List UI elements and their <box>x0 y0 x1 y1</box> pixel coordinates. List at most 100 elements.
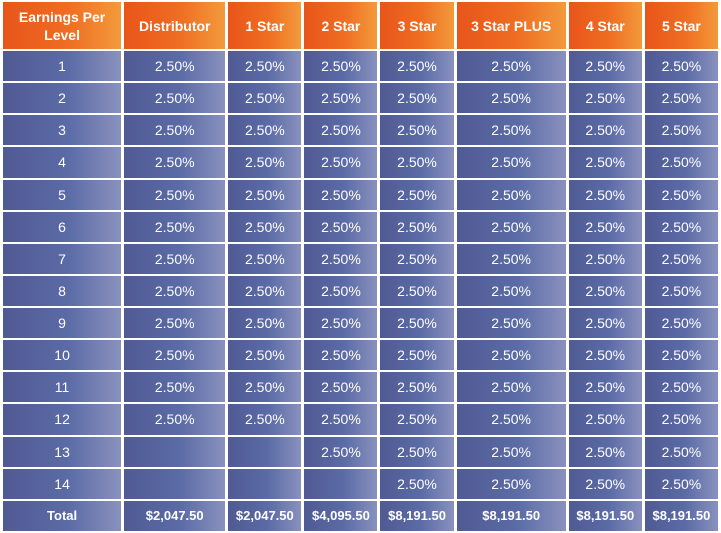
table-cell: 2.50% <box>304 83 378 114</box>
table-cell: 2.50% <box>568 51 642 82</box>
table-cell: 2.50% <box>304 211 378 242</box>
table-cell: 2.50% <box>380 179 454 210</box>
table-cell: 2.50% <box>228 404 302 435</box>
table-cell: 2.50% <box>456 83 566 114</box>
level-cell: 3 <box>3 115 122 146</box>
table-row: 11 2.50% 2.50% 2.50% 2.50% 2.50% 2.50% 2… <box>3 372 718 403</box>
table-row: 14 2.50% 2.50% 2.50% 2.50% <box>3 468 718 499</box>
header-1-star: 1 Star <box>228 2 302 49</box>
table-cell: 2.50% <box>568 372 642 403</box>
table-row: 3 2.50% 2.50% 2.50% 2.50% 2.50% 2.50% 2.… <box>3 115 718 146</box>
total-label: Total <box>3 500 122 531</box>
table-row: 4 2.50% 2.50% 2.50% 2.50% 2.50% 2.50% 2.… <box>3 147 718 178</box>
total-row: Total $2,047.50 $2,047.50 $4,095.50 $8,1… <box>3 500 718 531</box>
table-cell: 2.50% <box>644 275 718 306</box>
level-cell: 5 <box>3 179 122 210</box>
table-cell: 2.50% <box>124 211 226 242</box>
table-cell: 2.50% <box>456 243 566 274</box>
table-cell: 2.50% <box>644 436 718 467</box>
table-cell: 2.50% <box>228 115 302 146</box>
total-5-star: $8,191.50 <box>644 500 718 531</box>
table-cell: 2.50% <box>456 308 566 339</box>
header-5-star: 5 Star <box>644 2 718 49</box>
table-cell: 2.50% <box>456 147 566 178</box>
table-cell: 2.50% <box>124 340 226 371</box>
table-cell: 2.50% <box>568 243 642 274</box>
table-cell: 2.50% <box>568 468 642 499</box>
level-cell: 4 <box>3 147 122 178</box>
table-cell: 2.50% <box>228 308 302 339</box>
table-cell: 2.50% <box>644 115 718 146</box>
table-cell: 2.50% <box>228 147 302 178</box>
table-row: 2 2.50% 2.50% 2.50% 2.50% 2.50% 2.50% 2.… <box>3 83 718 114</box>
table-cell: 2.50% <box>456 372 566 403</box>
table-cell: 2.50% <box>304 436 378 467</box>
table-cell: 2.50% <box>380 404 454 435</box>
table-cell: 2.50% <box>380 243 454 274</box>
table-cell: 2.50% <box>304 372 378 403</box>
header-4-star: 4 Star <box>568 2 642 49</box>
table-cell: 2.50% <box>380 275 454 306</box>
table-cell: 2.50% <box>568 308 642 339</box>
table-cell: 2.50% <box>228 211 302 242</box>
table-cell: 2.50% <box>644 340 718 371</box>
level-cell: 9 <box>3 308 122 339</box>
table-cell: 2.50% <box>228 243 302 274</box>
table-cell: 2.50% <box>124 179 226 210</box>
table-cell: 2.50% <box>380 372 454 403</box>
table-cell: 2.50% <box>228 340 302 371</box>
header-3-star-plus: 3 Star PLUS <box>456 2 566 49</box>
table-cell: 2.50% <box>124 147 226 178</box>
total-1-star: $2,047.50 <box>228 500 302 531</box>
table-cell: 2.50% <box>228 51 302 82</box>
level-cell: 6 <box>3 211 122 242</box>
table-cell <box>124 468 226 499</box>
table-cell <box>228 436 302 467</box>
table-cell: 2.50% <box>568 115 642 146</box>
header-row: Earnings Per Level Distributor 1 Star 2 … <box>3 2 718 49</box>
table-cell: 2.50% <box>228 372 302 403</box>
header-2-star: 2 Star <box>304 2 378 49</box>
table-cell: 2.50% <box>304 340 378 371</box>
table-cell: 2.50% <box>380 115 454 146</box>
level-cell: 10 <box>3 340 122 371</box>
table-cell: 2.50% <box>456 51 566 82</box>
table-row: 10 2.50% 2.50% 2.50% 2.50% 2.50% 2.50% 2… <box>3 340 718 371</box>
table-cell: 2.50% <box>456 115 566 146</box>
table-cell: 2.50% <box>644 468 718 499</box>
table-cell <box>304 468 378 499</box>
table-cell: 2.50% <box>228 83 302 114</box>
table-cell: 2.50% <box>568 436 642 467</box>
total-3-star: $8,191.50 <box>380 500 454 531</box>
table-cell: 2.50% <box>456 404 566 435</box>
table-cell: 2.50% <box>456 468 566 499</box>
table-cell <box>124 436 226 467</box>
table-cell: 2.50% <box>568 147 642 178</box>
table-cell: 2.50% <box>228 275 302 306</box>
table-cell: 2.50% <box>304 243 378 274</box>
table-cell: 2.50% <box>644 51 718 82</box>
table-cell: 2.50% <box>456 179 566 210</box>
level-cell: 12 <box>3 404 122 435</box>
table-row: 12 2.50% 2.50% 2.50% 2.50% 2.50% 2.50% 2… <box>3 404 718 435</box>
table-cell <box>228 468 302 499</box>
table-cell: 2.50% <box>124 275 226 306</box>
table-cell: 2.50% <box>568 340 642 371</box>
table-row: 7 2.50% 2.50% 2.50% 2.50% 2.50% 2.50% 2.… <box>3 243 718 274</box>
table-row: 5 2.50% 2.50% 2.50% 2.50% 2.50% 2.50% 2.… <box>3 179 718 210</box>
table-cell: 2.50% <box>644 372 718 403</box>
table-cell: 2.50% <box>380 340 454 371</box>
table-cell: 2.50% <box>568 83 642 114</box>
table-cell: 2.50% <box>644 404 718 435</box>
table-cell: 2.50% <box>380 51 454 82</box>
table-row: 13 2.50% 2.50% 2.50% 2.50% 2.50% <box>3 436 718 467</box>
table-cell: 2.50% <box>380 468 454 499</box>
level-cell: 8 <box>3 275 122 306</box>
level-cell: 7 <box>3 243 122 274</box>
table-cell: 2.50% <box>228 179 302 210</box>
table-cell: 2.50% <box>644 243 718 274</box>
total-3-star-plus: $8,191.50 <box>456 500 566 531</box>
header-distributor: Distributor <box>124 2 226 49</box>
table-cell: 2.50% <box>124 404 226 435</box>
